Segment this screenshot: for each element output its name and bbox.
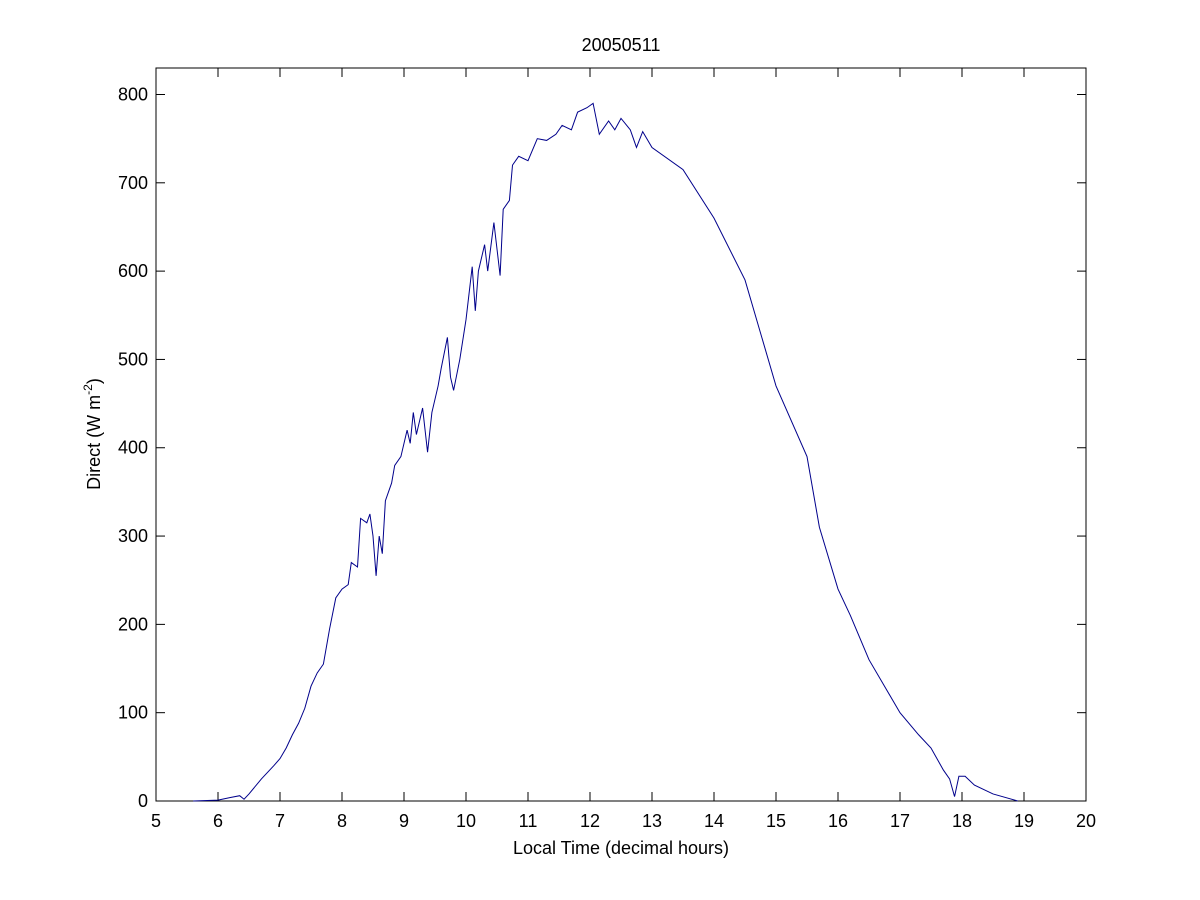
y-tick-label: 300 [118, 526, 148, 546]
x-axis-label: Local Time (decimal hours) [513, 838, 729, 858]
x-tick-label: 7 [275, 811, 285, 831]
x-tick-label: 6 [213, 811, 223, 831]
y-tick-label: 500 [118, 349, 148, 369]
y-tick-label: 700 [118, 173, 148, 193]
x-tick-label: 9 [399, 811, 409, 831]
x-tick-label: 19 [1014, 811, 1034, 831]
chart-title: 20050511 [582, 35, 661, 55]
x-tick-label: 14 [704, 811, 724, 831]
x-tick-label: 11 [519, 811, 538, 831]
x-tick-label: 10 [456, 811, 476, 831]
y-axis-label: Direct (W m-2) [81, 378, 104, 490]
y-label-part: ) [84, 378, 104, 384]
x-tick-label: 20 [1076, 811, 1096, 831]
y-tick-label: 200 [118, 614, 148, 634]
x-tick-label: 16 [828, 811, 848, 831]
data-line [193, 102, 1018, 802]
y-tick-label: 0 [138, 791, 148, 811]
y-tick-label: 800 [118, 84, 148, 104]
x-tick-label: 5 [151, 811, 161, 831]
y-tick-label: 400 [118, 438, 148, 458]
y-label-sup: -2 [81, 384, 95, 395]
x-tick-label: 12 [580, 811, 600, 831]
x-tick-label: 17 [890, 811, 910, 831]
plot-frame [155, 67, 1087, 802]
x-tick-label: 13 [642, 811, 662, 831]
y-tick-label: 600 [118, 261, 148, 281]
x-tick-label: 8 [337, 811, 347, 831]
y-label-part: Direct (W m [84, 395, 104, 490]
x-tick-label: 15 [766, 811, 786, 831]
x-tick-label: 18 [952, 811, 972, 831]
y-tick-label: 100 [118, 703, 148, 723]
